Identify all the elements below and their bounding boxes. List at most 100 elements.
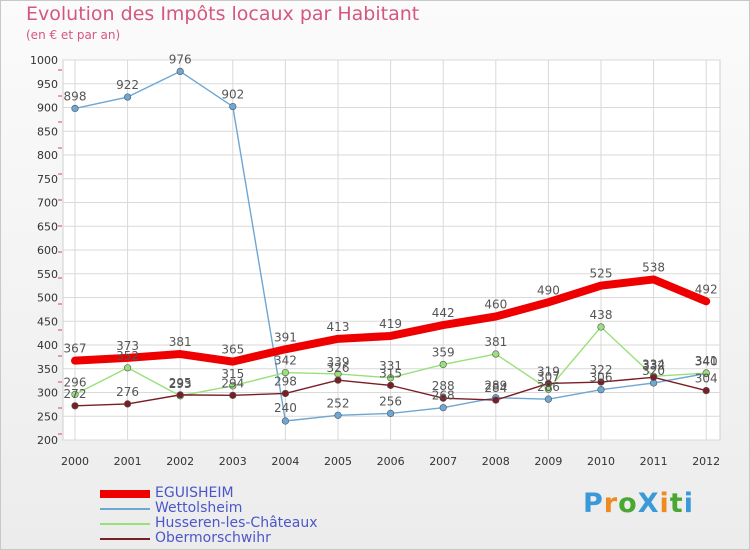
y-tick-label: 500 (37, 292, 58, 305)
data-label: 326 (327, 361, 350, 375)
y-tick-label: 800 (37, 149, 58, 162)
y-tick-label: 600 (37, 244, 58, 257)
legend-label: Husseren-les-Châteaux (155, 515, 318, 531)
x-tick-label: 2001 (114, 455, 142, 468)
data-point (71, 402, 79, 410)
data-label: 320 (642, 364, 665, 378)
y-tick-label: 750 (37, 173, 58, 186)
data-point (229, 382, 237, 390)
data-label: 298 (274, 374, 297, 388)
data-label: 490 (537, 283, 560, 297)
data-point (334, 376, 342, 384)
data-label: 341 (695, 354, 718, 368)
y-tick-label: 350 (37, 363, 58, 376)
x-tick-label: 2006 (377, 455, 405, 468)
x-tick-label: 2012 (692, 455, 720, 468)
x-tick-label: 2011 (640, 455, 668, 468)
y-tick-label: 650 (37, 220, 58, 233)
data-label: 304 (695, 372, 718, 386)
data-label: 419 (379, 317, 402, 331)
data-point (176, 391, 184, 399)
y-tick-label: 200 (37, 434, 58, 447)
data-label: 306 (590, 371, 613, 385)
data-point (702, 369, 710, 377)
data-point (702, 387, 710, 395)
data-label: 391 (274, 330, 297, 344)
y-tick-label: 850 (37, 125, 58, 138)
x-tick-label: 2010 (587, 455, 615, 468)
data-label: 315 (379, 366, 402, 380)
data-label: 373 (116, 339, 139, 353)
data-label: 252 (327, 396, 350, 410)
data-point (281, 417, 290, 425)
data-label: 322 (590, 363, 613, 377)
data-point (439, 404, 447, 412)
data-point (334, 411, 342, 419)
y-tick-label: 300 (37, 387, 58, 400)
y-tick-label: 1000 (30, 54, 58, 67)
x-tick-label: 2008 (482, 455, 510, 468)
x-tick-label: 2009 (534, 455, 562, 468)
y-tick-label: 400 (37, 339, 58, 352)
data-point (492, 350, 500, 358)
data-label: 359 (432, 345, 455, 359)
data-point (123, 364, 132, 372)
data-point (597, 378, 605, 386)
legend-label: EGUISHEIM (155, 485, 234, 501)
data-label: 492 (695, 282, 718, 296)
y-tick-label: 450 (37, 315, 58, 328)
data-label: 898 (64, 89, 87, 103)
data-point (281, 389, 290, 398)
x-tick-label: 2004 (271, 455, 299, 468)
data-point (597, 323, 605, 331)
data-label: 342 (274, 354, 297, 368)
data-point (597, 386, 605, 394)
y-tick-label: 250 (37, 410, 58, 423)
data-point (387, 374, 395, 382)
data-label: 367 (64, 342, 87, 356)
legend-swatch (100, 507, 150, 510)
data-point (544, 379, 553, 388)
data-label: 307 (537, 370, 560, 384)
x-tick-label: 2003 (219, 455, 247, 468)
legend-swatch (100, 489, 150, 498)
data-label: 381 (484, 335, 507, 349)
data-label: 293 (169, 377, 192, 391)
data-label: 902 (221, 88, 244, 102)
data-label: 240 (274, 401, 297, 415)
data-point (544, 395, 553, 403)
data-label: 268 (432, 389, 455, 403)
data-point (387, 381, 395, 389)
data-label: 319 (537, 364, 560, 378)
data-label: 331 (379, 359, 402, 373)
data-label: 289 (484, 379, 507, 393)
chart-subtitle: (en € et par an) (26, 28, 121, 42)
data-label: 525 (590, 267, 613, 281)
x-tick-label: 2002 (166, 455, 194, 468)
y-tick-label: 550 (37, 268, 58, 281)
legend-label: Wettolsheim (155, 500, 243, 516)
data-label: 334 (642, 357, 665, 371)
data-label: 286 (537, 380, 560, 394)
data-label: 288 (432, 379, 455, 393)
data-point (71, 104, 79, 113)
data-point (229, 102, 237, 111)
proxiti-logo: ProXiti (583, 488, 694, 519)
data-point (123, 400, 132, 408)
data-point (176, 67, 184, 75)
data-label: 340 (695, 355, 718, 369)
data-label: 438 (590, 308, 613, 322)
data-label: 442 (432, 306, 455, 320)
data-point (281, 368, 290, 377)
data-point (439, 360, 447, 369)
data-label: 339 (327, 355, 350, 369)
chart-title: Evolution des Impôts locaux par Habitant (26, 3, 420, 25)
data-label: 332 (642, 358, 665, 372)
series-line-0 (71, 275, 711, 366)
legend-label: Obermorschwihr (155, 530, 271, 546)
data-point (229, 391, 237, 399)
data-point (387, 409, 395, 418)
data-label: 276 (116, 385, 139, 399)
data-label: 296 (64, 375, 87, 389)
